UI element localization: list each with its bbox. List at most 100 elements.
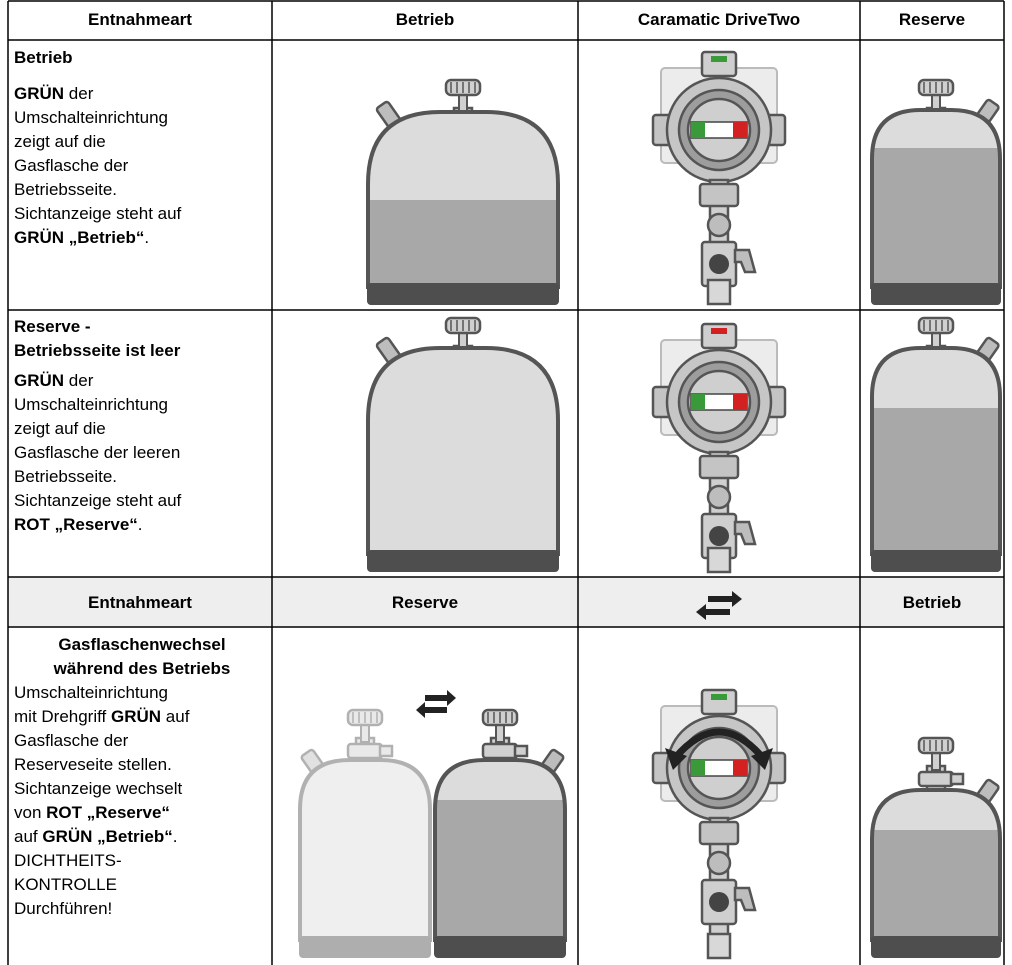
text-line: Betriebsseite. [14, 465, 270, 489]
header-cell: Betrieb [902, 593, 962, 612]
top-window [711, 694, 727, 700]
header-cell: Betrieb [395, 10, 455, 29]
text-line: Betriebsseite. [14, 178, 270, 202]
text-segment: Betriebsseite. [14, 180, 117, 199]
text-segment: . [172, 827, 178, 846]
text-line: Gasflasche der leeren [14, 441, 270, 465]
text-line: Umschalteinrichtung [14, 681, 270, 705]
indicator-green [691, 122, 705, 138]
text-segment: Gasflasche der [14, 731, 129, 750]
regulator [651, 322, 787, 574]
bottle-tab [300, 748, 332, 785]
text-segment: Durchführen! [14, 899, 113, 918]
text-segment: zeigt auf die [14, 419, 106, 438]
valve-outlet [513, 744, 529, 758]
text-segment: GRÜN [14, 371, 65, 390]
gas-bottle [298, 708, 432, 958]
text-segment: ROT „Reserve“ [46, 803, 170, 822]
row-title: Betriebsseite ist leer [14, 341, 181, 360]
text-line: Durchführen! [14, 897, 270, 921]
valve-neck [354, 736, 376, 764]
description: Gasflaschenwechsel während des Betriebs Um… [14, 633, 270, 921]
bottle-outline [298, 758, 432, 942]
text-segment: Sichtanzeige steht auf [14, 491, 182, 510]
gas-bottle [870, 736, 1002, 958]
nut [698, 182, 740, 208]
text-line: mit Drehgriff GRÜN auf [14, 705, 270, 729]
gas-bottle [870, 316, 1002, 572]
turn-arrow [672, 728, 766, 761]
text-segment: KONTROLLE [14, 875, 117, 894]
valve-body [346, 742, 384, 760]
text-line: GRÜN der [14, 369, 270, 393]
gas-bottle [870, 78, 1002, 305]
text-segment: Umschalteinrichtung [14, 683, 169, 702]
lever [733, 520, 757, 546]
text-segment: GRÜN [14, 84, 65, 103]
bottle-base [367, 283, 559, 305]
valve-stem [931, 751, 941, 771]
fitting [706, 546, 732, 574]
indicator-red [733, 122, 747, 138]
valve-stem [458, 93, 468, 113]
valve-outlet [378, 744, 394, 758]
text-line: Umschalteinrichtung [14, 393, 270, 417]
text-segment: DICHTHEITS- [14, 851, 122, 870]
text-segment: Reserveseite stellen. [14, 755, 172, 774]
text-segment: auf [161, 707, 190, 726]
text-line: DICHTHEITS- [14, 849, 270, 873]
header-cell: Reserve [391, 593, 459, 612]
text-line: Sichtanzeige steht auf [14, 489, 270, 513]
swap-icon [416, 690, 456, 718]
row-title: Reserve - [14, 317, 91, 336]
valve-outlet [949, 772, 965, 786]
text-line: Umschalteinrichtung [14, 106, 270, 130]
bottle-level [872, 408, 1000, 554]
valve-ball [706, 484, 732, 510]
text-segment: von [14, 803, 47, 822]
valve-body [481, 742, 519, 760]
text-line: auf GRÜN „Betrieb“. [14, 825, 270, 849]
bottle-level [435, 800, 565, 940]
text-line: GRÜN „Betrieb“. [14, 226, 270, 250]
row-title: Gasflaschenwechsel [58, 635, 226, 654]
text-segment: GRÜN [111, 707, 162, 726]
block-knob [709, 254, 729, 274]
text-segment: der [64, 84, 94, 103]
text-line: Sichtanzeige steht auf [14, 202, 270, 226]
bottle-level [872, 148, 1000, 287]
text-segment: Sichtanzeige steht auf [14, 204, 182, 223]
bottle-base [871, 283, 1001, 305]
text-line: GRÜN der [14, 82, 270, 106]
text-segment: auf [14, 827, 43, 846]
row-title: während des Betriebs [53, 659, 231, 678]
top-window [711, 328, 727, 334]
text-line: KONTROLLE [14, 873, 270, 897]
bottle-base [871, 550, 1001, 572]
regulator [651, 50, 787, 306]
text-segment: der [64, 371, 94, 390]
text-line: zeigt auf die [14, 417, 270, 441]
bottle-base [367, 550, 559, 572]
valve-stem [495, 723, 505, 743]
text-segment: mit Drehgriff [14, 707, 111, 726]
text-line: Sichtanzeige wechselt [14, 777, 270, 801]
row-title: Betrieb [14, 48, 73, 67]
text-line: Gasflasche der [14, 729, 270, 753]
swap-icon [696, 591, 742, 620]
bottle-base [299, 936, 431, 958]
valve-ball [706, 850, 732, 876]
bottle-outline [870, 788, 1002, 942]
lever [733, 886, 757, 912]
text-segment: ROT „Reserve“ [14, 515, 138, 534]
regulator [651, 688, 787, 960]
text-segment: Sichtanzeige wechselt [14, 779, 183, 798]
gas-bottle [366, 316, 560, 572]
indicator-red [733, 394, 747, 410]
bottle-outline [870, 346, 1002, 556]
bottle-level [872, 830, 1000, 940]
gas-bottle [366, 78, 560, 305]
block-knob [709, 892, 729, 912]
description: Betrieb GRÜN der Umschalteinrichtung zeigt … [14, 46, 270, 250]
